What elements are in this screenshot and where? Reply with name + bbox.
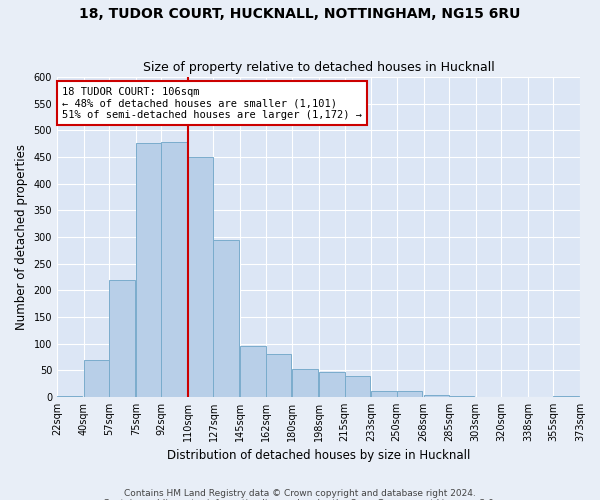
Bar <box>241 346 266 397</box>
Bar <box>266 354 291 397</box>
Text: Contains public sector information licensed under the Open Government Licence v3: Contains public sector information licen… <box>103 498 497 500</box>
Title: Size of property relative to detached houses in Hucknall: Size of property relative to detached ho… <box>143 62 494 74</box>
Bar <box>371 391 397 397</box>
Bar <box>553 396 578 397</box>
Bar <box>84 360 109 397</box>
Bar <box>344 376 370 397</box>
Bar <box>424 395 449 397</box>
Bar <box>319 372 344 397</box>
Text: 18 TUDOR COURT: 106sqm
← 48% of detached houses are smaller (1,101)
51% of semi-: 18 TUDOR COURT: 106sqm ← 48% of detached… <box>62 86 362 120</box>
Bar <box>292 368 318 397</box>
Text: Contains HM Land Registry data © Crown copyright and database right 2024.: Contains HM Land Registry data © Crown c… <box>124 488 476 498</box>
Bar <box>449 396 474 397</box>
Bar <box>397 391 422 397</box>
Bar <box>136 142 161 397</box>
Y-axis label: Number of detached properties: Number of detached properties <box>15 144 28 330</box>
Bar <box>214 240 239 397</box>
Bar <box>161 142 187 397</box>
Bar <box>57 396 82 397</box>
X-axis label: Distribution of detached houses by size in Hucknall: Distribution of detached houses by size … <box>167 450 470 462</box>
Bar <box>109 280 134 397</box>
Bar <box>188 157 214 397</box>
Text: 18, TUDOR COURT, HUCKNALL, NOTTINGHAM, NG15 6RU: 18, TUDOR COURT, HUCKNALL, NOTTINGHAM, N… <box>79 8 521 22</box>
